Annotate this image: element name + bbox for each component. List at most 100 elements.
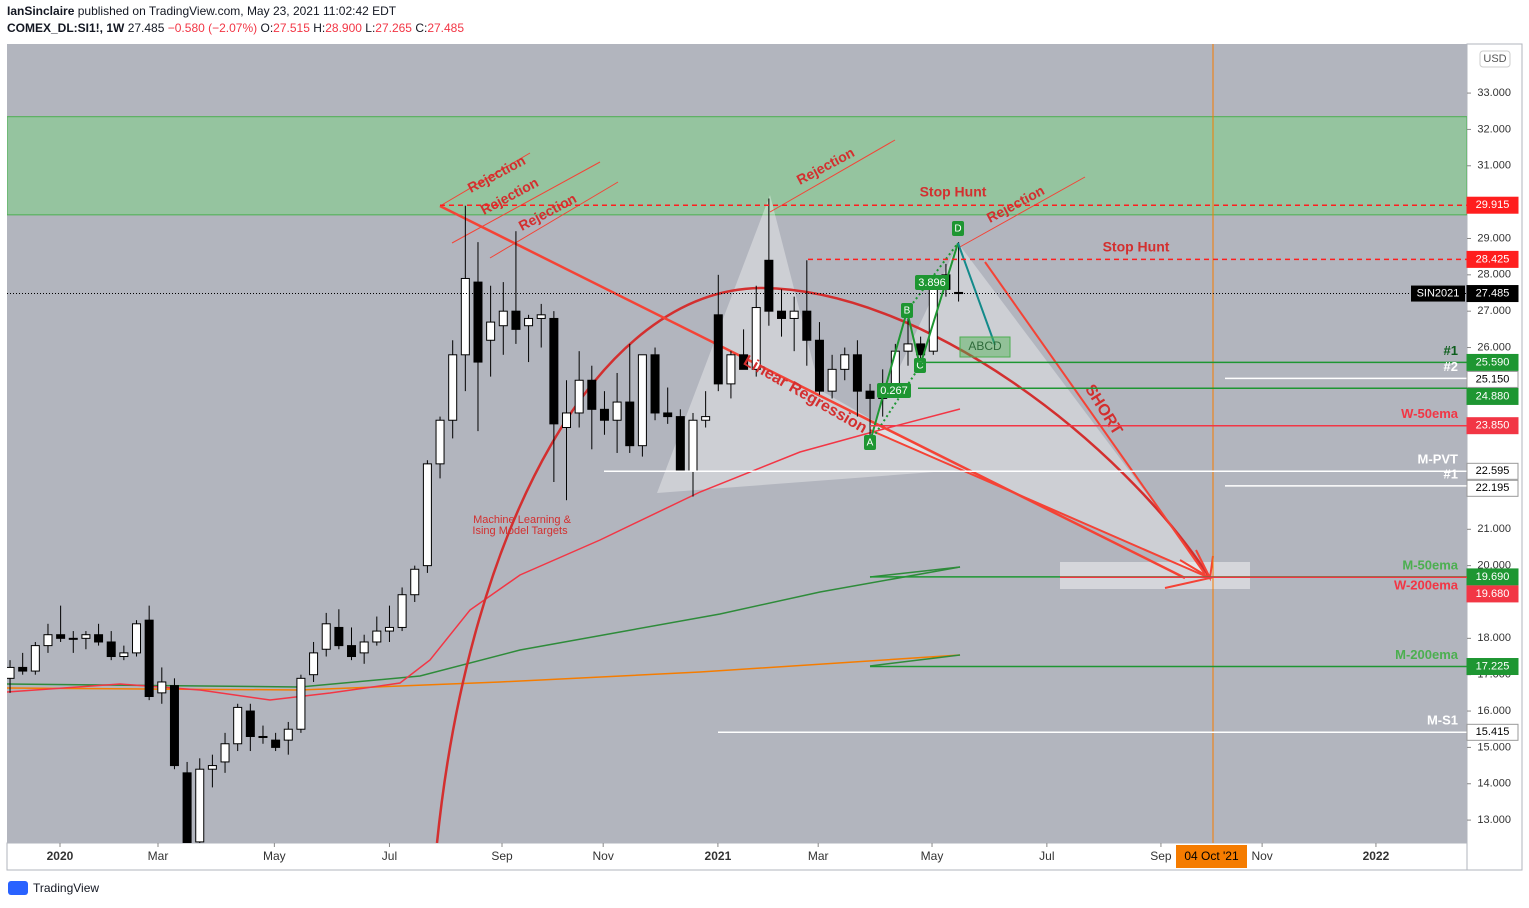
candle-body bbox=[7, 666, 15, 679]
candle-body bbox=[574, 379, 584, 414]
candle-body bbox=[372, 630, 382, 643]
candle-body bbox=[713, 314, 723, 385]
o-val: 27.515 bbox=[273, 21, 310, 35]
cursor-date-box bbox=[1176, 845, 1247, 868]
price-label-box bbox=[1466, 479, 1519, 497]
level-tag: M-S1 bbox=[1427, 713, 1458, 728]
candle-body bbox=[814, 339, 824, 392]
candle-body bbox=[94, 634, 104, 643]
candle-body bbox=[397, 594, 407, 628]
annotation: Machine Learning & bbox=[473, 514, 572, 526]
candle-body bbox=[233, 706, 243, 745]
m-200ema-curve bbox=[7, 654, 961, 691]
candle-body bbox=[751, 307, 761, 370]
brand: TradingView bbox=[33, 881, 99, 895]
price-label-box bbox=[1466, 353, 1519, 371]
pattern-point: B bbox=[904, 306, 911, 317]
candle-body bbox=[777, 310, 787, 319]
candle-body bbox=[56, 634, 66, 639]
candle-body bbox=[245, 710, 255, 737]
price-label-box bbox=[1466, 250, 1519, 268]
candle-body bbox=[18, 666, 28, 672]
level-tag: M-50ema bbox=[1402, 557, 1458, 572]
candle-body bbox=[599, 408, 609, 421]
ema-extension bbox=[869, 654, 961, 667]
x-tick-label: Sep bbox=[1150, 849, 1172, 863]
price-label: 24.880 bbox=[1476, 390, 1510, 402]
y-tick-label: 18.000 bbox=[1477, 632, 1511, 644]
price-label-box bbox=[1466, 585, 1519, 603]
candle-body bbox=[612, 401, 622, 421]
candle-body bbox=[789, 310, 799, 319]
x-tick-label: 2022 bbox=[1363, 849, 1390, 863]
price: 27.485 bbox=[128, 21, 165, 35]
rejection-line bbox=[769, 139, 896, 213]
x-tick-label: Jul bbox=[382, 849, 397, 863]
ratio: 0.267 bbox=[880, 385, 908, 397]
candle-body bbox=[106, 641, 116, 658]
candle-body bbox=[359, 641, 369, 654]
candle-body bbox=[68, 637, 78, 640]
abcd-lines bbox=[869, 242, 959, 443]
ratio: 3.896 bbox=[918, 277, 946, 289]
w-50ema-curve bbox=[7, 408, 961, 701]
candle-body bbox=[258, 735, 268, 738]
price-label-box bbox=[1466, 417, 1519, 435]
ratio-box bbox=[915, 275, 949, 290]
candle-body bbox=[587, 379, 597, 410]
drawings bbox=[7, 44, 1467, 843]
candle-body bbox=[43, 634, 53, 647]
candle-body bbox=[511, 310, 521, 330]
price-label: 25.590 bbox=[1476, 356, 1510, 368]
ratio-box bbox=[877, 383, 911, 398]
candle-body bbox=[486, 321, 496, 341]
time-axis bbox=[6, 842, 1468, 871]
candle-body bbox=[321, 623, 331, 650]
annotation: Stop Hunt bbox=[920, 184, 987, 200]
candle-body bbox=[422, 463, 432, 567]
pattern-point: C bbox=[916, 361, 923, 372]
x-tick-label: Nov bbox=[1251, 849, 1272, 863]
annotation: Stop Hunt bbox=[1103, 239, 1170, 255]
candle-body bbox=[283, 728, 293, 741]
y-tick-label: 14.000 bbox=[1477, 778, 1511, 790]
pattern-point: D bbox=[954, 224, 961, 235]
pattern-point-box bbox=[952, 221, 964, 236]
w-200ema-curve bbox=[7, 566, 961, 688]
y-tick-label: 26.000 bbox=[1477, 341, 1511, 353]
candle-body bbox=[536, 314, 546, 319]
x-tick-label: Mar bbox=[148, 849, 169, 863]
annotation: Ising Model Targets bbox=[472, 525, 568, 537]
candle-body bbox=[764, 259, 774, 312]
candle-body bbox=[650, 354, 660, 414]
candle-body bbox=[157, 681, 167, 694]
candle-body bbox=[144, 619, 154, 698]
price-label: 23.850 bbox=[1476, 420, 1510, 432]
candle-body bbox=[296, 677, 306, 730]
linear-regression bbox=[439, 204, 1186, 580]
level-tag: W-50ema bbox=[1401, 406, 1459, 421]
candle-body bbox=[688, 419, 698, 472]
rejection-line bbox=[489, 181, 619, 259]
candle-body bbox=[726, 354, 736, 385]
price-label: 19.690 bbox=[1476, 571, 1510, 583]
currency-box bbox=[1479, 50, 1511, 68]
candle-body bbox=[347, 645, 357, 658]
ema-extension bbox=[869, 566, 961, 578]
candle-body bbox=[271, 739, 281, 748]
price-label: 25.150 bbox=[1476, 373, 1510, 385]
published: published on TradingView.com, May 23, 20… bbox=[78, 4, 397, 18]
price-label: 22.595 bbox=[1476, 465, 1510, 477]
brand-logo bbox=[8, 881, 28, 895]
harmonic-shape bbox=[657, 195, 960, 493]
target-box bbox=[1060, 562, 1250, 589]
level-tag: M-200ema bbox=[1395, 647, 1459, 662]
candle-body bbox=[663, 412, 673, 418]
level-tag: W-200ema bbox=[1394, 578, 1459, 593]
abcd-box bbox=[959, 336, 1011, 358]
price-label-box bbox=[1466, 723, 1519, 741]
y-tick-label: 32.000 bbox=[1477, 123, 1511, 135]
candle-body bbox=[903, 343, 913, 352]
candle-body bbox=[701, 416, 711, 421]
